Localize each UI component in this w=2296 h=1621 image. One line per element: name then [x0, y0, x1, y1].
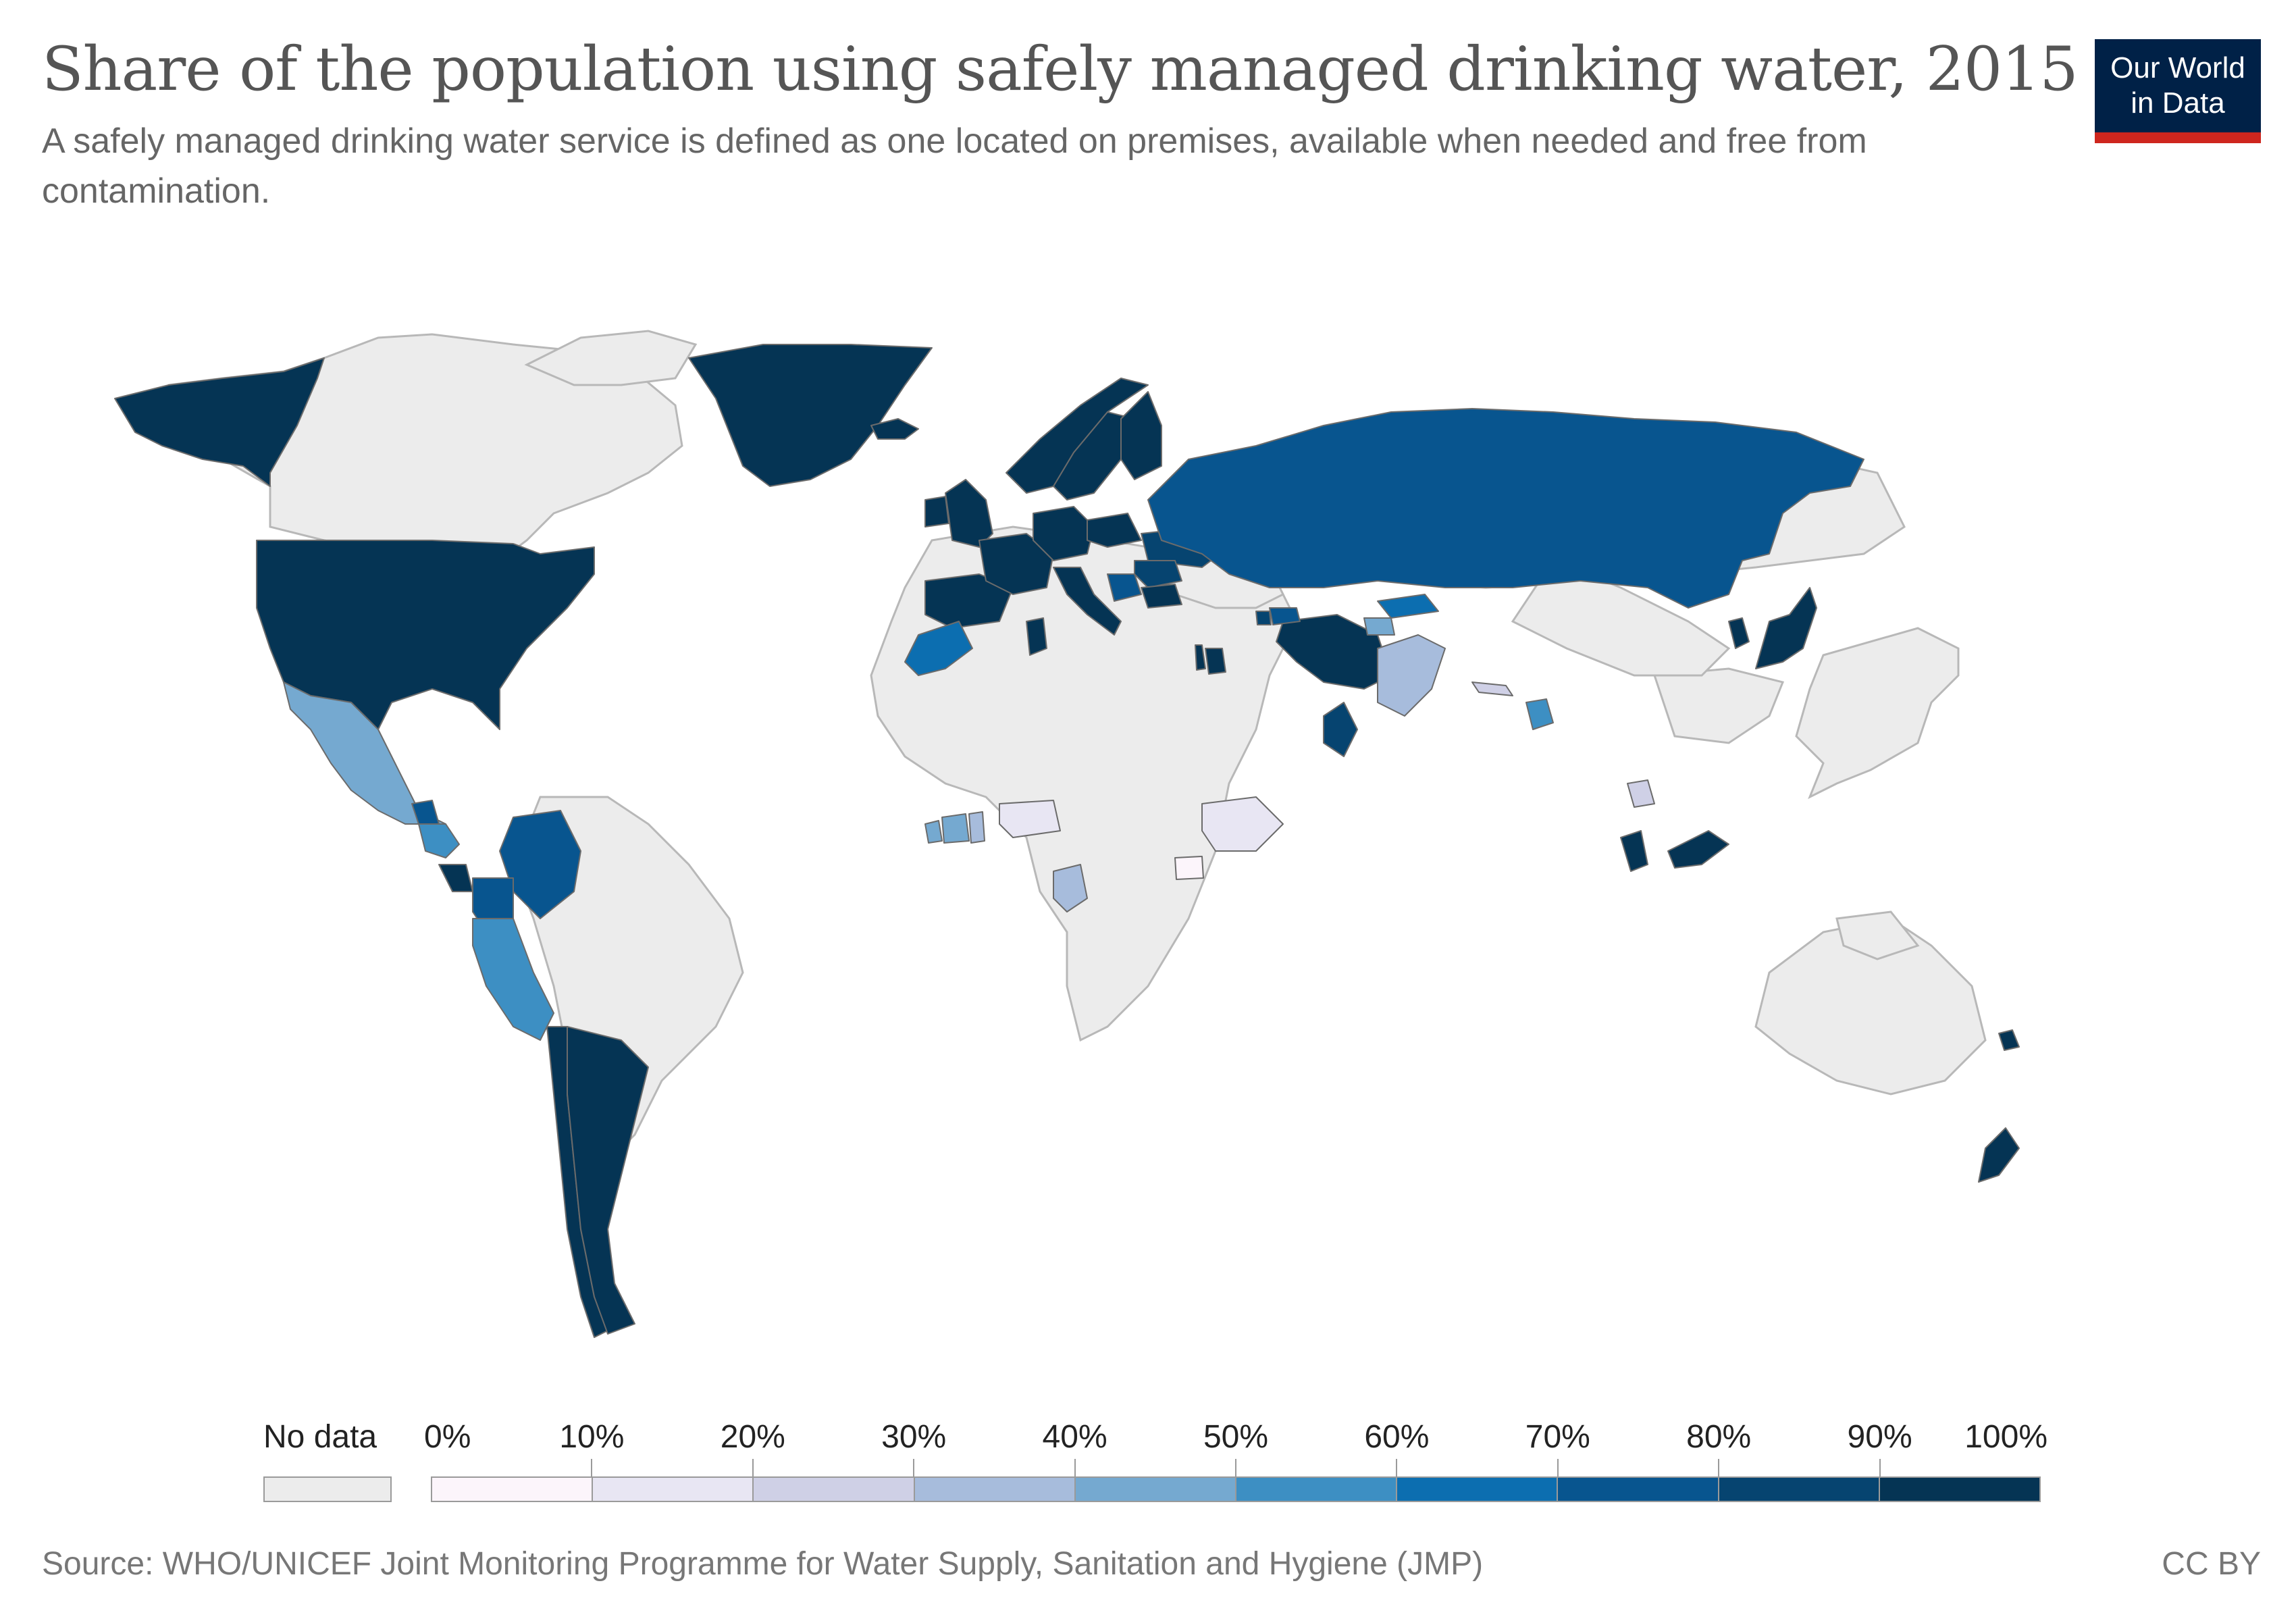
- country-ireland[interactable]: [924, 496, 949, 528]
- country-alaska-united-states[interactable]: [114, 357, 325, 487]
- country-united-kingdom[interactable]: [945, 479, 993, 548]
- legend-tick: [913, 1459, 915, 1476]
- legend-tick: [752, 1459, 754, 1476]
- legend-tick: [591, 1459, 593, 1476]
- country-ethiopia[interactable]: [1201, 796, 1284, 852]
- country-nigeria[interactable]: [999, 800, 1061, 838]
- legend-bin-5[interactable]: [1236, 1478, 1398, 1501]
- legend-tick-label: 10%: [559, 1419, 625, 1455]
- country-france[interactable]: [979, 533, 1054, 595]
- legend-tick-label: 90%: [1847, 1419, 1912, 1455]
- legend-tick: [1879, 1459, 1881, 1476]
- country-colombia[interactable]: [499, 810, 581, 919]
- legend-bin-0[interactable]: [432, 1478, 594, 1501]
- legend-no-data-swatch: [263, 1476, 392, 1502]
- logo-line-2: in Data: [2131, 86, 2225, 120]
- legend-tick-label: 70%: [1525, 1419, 1590, 1455]
- country-guatemala[interactable]: [418, 823, 460, 858]
- country-iran[interactable]: [1276, 614, 1392, 690]
- country-tunisia[interactable]: [1026, 617, 1047, 656]
- legend-bin-2[interactable]: [754, 1478, 915, 1501]
- legend-bin-1[interactable]: [593, 1478, 754, 1501]
- chart-title: Share of the population using safely man…: [42, 34, 2079, 105]
- legend-scale-bar: [431, 1476, 2041, 1502]
- country-new-zealand[interactable]: [1978, 1127, 2020, 1183]
- country-greenland[interactable]: [688, 344, 933, 487]
- country-morocco[interactable]: [904, 621, 973, 676]
- legend-bin-6[interactable]: [1397, 1478, 1559, 1501]
- legend-bin-4[interactable]: [1075, 1478, 1237, 1501]
- legend-bin-9[interactable]: [1879, 1478, 2040, 1501]
- landmass-8: [1511, 559, 1731, 677]
- country-iceland[interactable]: [870, 418, 919, 440]
- country-cambodia[interactable]: [1627, 779, 1655, 808]
- country-bangladesh[interactable]: [1525, 698, 1554, 730]
- country-romania[interactable]: [1134, 560, 1182, 588]
- country-pakistan[interactable]: [1377, 634, 1446, 717]
- legend-no-data-label: No data: [263, 1419, 377, 1455]
- country-russia[interactable]: [1147, 408, 1864, 609]
- country-bulgaria[interactable]: [1141, 584, 1182, 609]
- legend-tick-label: 0%: [424, 1419, 471, 1455]
- country-serbia[interactable]: [1107, 573, 1142, 602]
- legend-bin-3[interactable]: [914, 1478, 1076, 1501]
- country-israel[interactable]: [1195, 644, 1206, 671]
- country-cote-d-ivoire[interactable]: [941, 813, 970, 844]
- legend-tick-label: 30%: [881, 1419, 947, 1455]
- legend-bin-8[interactable]: [1719, 1478, 1880, 1501]
- legend-tick-label: 80%: [1686, 1419, 1752, 1455]
- legend-tick-label: 20%: [720, 1419, 785, 1455]
- country-finland[interactable]: [1120, 391, 1162, 480]
- legend-tick-label: 100%: [1964, 1419, 2047, 1455]
- legend-tick: [1235, 1459, 1236, 1476]
- country-nepal[interactable]: [1471, 681, 1513, 696]
- legend-tick: [1396, 1459, 1398, 1476]
- landmass-1: [524, 330, 698, 386]
- legend-tick: [1074, 1459, 1076, 1476]
- country-kyrgyzstan[interactable]: [1377, 594, 1439, 619]
- country-spain[interactable]: [924, 573, 1014, 629]
- legend-tick: [1718, 1459, 1720, 1476]
- country-costa-rica[interactable]: [438, 864, 473, 892]
- country-oman[interactable]: [1323, 702, 1358, 757]
- country-argentina[interactable]: [567, 1026, 649, 1335]
- country-liberia[interactable]: [924, 820, 943, 844]
- landmass-3: [1795, 627, 1960, 800]
- legend-tick-label: 60%: [1364, 1419, 1430, 1455]
- country-norway[interactable]: [1006, 378, 1149, 494]
- country-congo[interactable]: [1053, 864, 1088, 912]
- country-germany[interactable]: [1033, 506, 1095, 561]
- world-map: [114, 330, 2020, 1338]
- landmass-5: [1652, 667, 1785, 744]
- country-peru[interactable]: [472, 918, 554, 1041]
- owid-logo[interactable]: Our World in Data: [2095, 39, 2261, 143]
- legend-bin-7[interactable]: [1558, 1478, 1719, 1501]
- license-link[interactable]: CC BY: [2162, 1546, 2261, 1582]
- country-malaysia[interactable]: [1620, 830, 1729, 872]
- country-japan[interactable]: [1755, 587, 1817, 669]
- country-tajikistan[interactable]: [1363, 617, 1395, 636]
- source-note: Source: WHO/UNICEF Joint Monitoring Prog…: [42, 1546, 1484, 1582]
- logo-line-1: Our World: [2110, 51, 2245, 84]
- country-south-korea[interactable]: [1728, 617, 1750, 649]
- country-jordan[interactable]: [1205, 648, 1226, 675]
- country-azerbaijan[interactable]: [1269, 607, 1301, 625]
- country-new-caledonia[interactable]: [1998, 1029, 2020, 1051]
- country-italy[interactable]: [1053, 567, 1122, 636]
- country-poland[interactable]: [1087, 513, 1142, 548]
- country-ghana[interactable]: [968, 811, 985, 844]
- landmass-10: [1835, 910, 1920, 960]
- legend-tick-label: 50%: [1203, 1419, 1269, 1455]
- legend-tick: [1557, 1459, 1559, 1476]
- country-uganda[interactable]: [1174, 856, 1204, 880]
- chart-subtitle: A safely managed drinking water service …: [42, 122, 1867, 211]
- country-belize[interactable]: [411, 800, 440, 825]
- country-armenia[interactable]: [1255, 611, 1272, 625]
- legend-tick-label: 40%: [1042, 1419, 1107, 1455]
- land-data: [114, 344, 2020, 1338]
